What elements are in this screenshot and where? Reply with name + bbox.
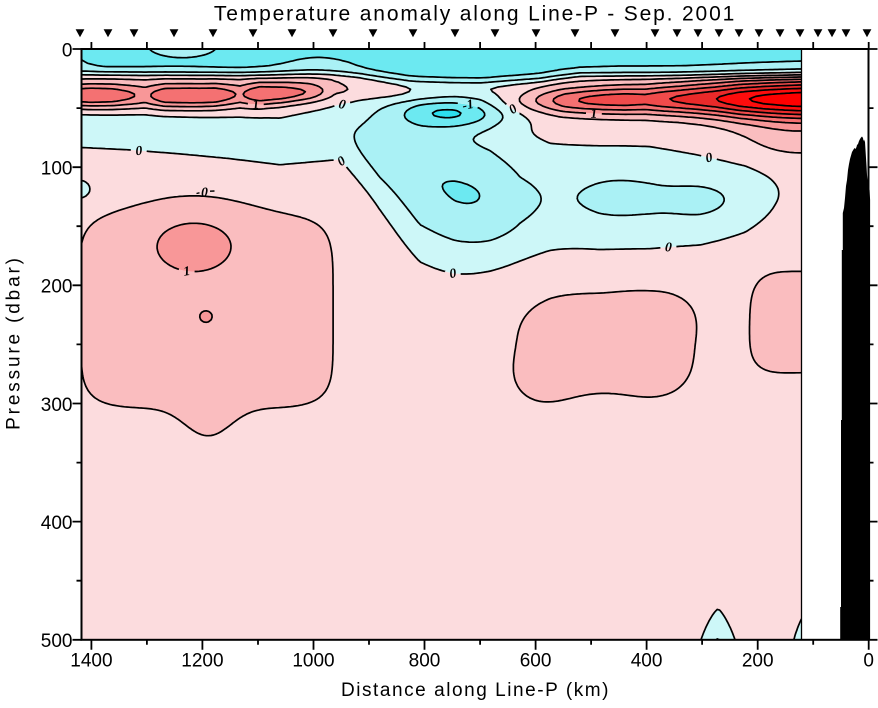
svg-text:400: 400 bbox=[41, 513, 73, 534]
svg-text:Distance along Line-P (km): Distance along Line-P (km) bbox=[341, 680, 610, 701]
svg-text:0: 0 bbox=[665, 239, 673, 254]
svg-text:0: 0 bbox=[448, 265, 457, 281]
svg-text:0: 0 bbox=[135, 143, 143, 159]
svg-text:1200: 1200 bbox=[181, 651, 223, 672]
svg-text:1: 1 bbox=[182, 263, 191, 279]
svg-text:0: 0 bbox=[863, 651, 874, 672]
svg-text:1400: 1400 bbox=[70, 651, 112, 672]
svg-text:800: 800 bbox=[409, 651, 441, 672]
svg-text:1000: 1000 bbox=[292, 651, 334, 672]
svg-text:100: 100 bbox=[41, 159, 73, 180]
svg-text:0: 0 bbox=[201, 184, 208, 199]
svg-text:200: 200 bbox=[41, 277, 73, 298]
svg-text:1: 1 bbox=[590, 106, 597, 121]
svg-text:Pressure (dbar): Pressure (dbar) bbox=[4, 255, 25, 430]
svg-text:600: 600 bbox=[520, 651, 552, 672]
svg-text:0: 0 bbox=[62, 40, 73, 61]
svg-text:500: 500 bbox=[41, 631, 73, 652]
svg-text:0: 0 bbox=[704, 149, 714, 165]
svg-text:400: 400 bbox=[631, 651, 663, 672]
svg-text:300: 300 bbox=[41, 395, 73, 416]
svg-text:200: 200 bbox=[742, 651, 774, 672]
svg-text:Temperature anomaly along Line: Temperature anomaly along Line-P - Sep. … bbox=[214, 3, 736, 26]
svg-text:0: 0 bbox=[337, 96, 347, 112]
svg-text:1: 1 bbox=[252, 96, 260, 111]
svg-text:-1: -1 bbox=[461, 96, 475, 113]
